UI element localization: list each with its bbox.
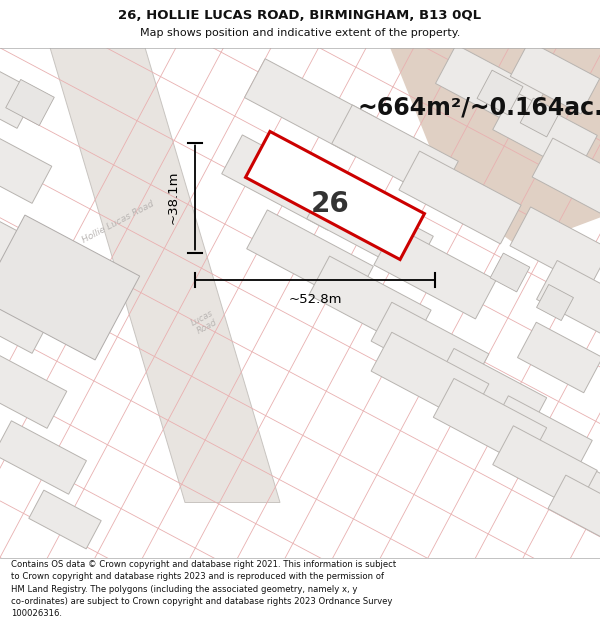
Text: 100026316.: 100026316. [11,609,62,619]
Polygon shape [518,322,600,392]
Polygon shape [0,47,37,128]
Polygon shape [532,138,600,217]
Polygon shape [510,41,600,114]
Polygon shape [530,446,600,519]
Text: co-ordinates) are subject to Crown copyright and database rights 2023 Ordnance S: co-ordinates) are subject to Crown copyr… [11,597,392,606]
Polygon shape [0,347,67,428]
Text: ~52.8m: ~52.8m [288,293,342,306]
Polygon shape [371,302,489,392]
Polygon shape [29,490,101,549]
Polygon shape [245,131,424,259]
Polygon shape [0,197,37,278]
Polygon shape [0,421,86,494]
Polygon shape [477,70,523,115]
Polygon shape [536,261,600,334]
Text: 26: 26 [311,189,349,218]
Polygon shape [493,426,597,509]
Polygon shape [6,79,54,126]
Polygon shape [374,226,496,319]
Polygon shape [244,59,376,156]
Polygon shape [548,475,600,544]
Text: Lucas
Road: Lucas Road [190,308,220,337]
Text: to Crown copyright and database rights 2023 and is reproduced with the permissio: to Crown copyright and database rights 2… [11,572,384,581]
Polygon shape [520,98,560,137]
Text: Contains OS data © Crown copyright and database right 2021. This information is : Contains OS data © Crown copyright and d… [11,559,396,569]
Polygon shape [490,253,530,292]
Text: ~664m²/~0.164ac.: ~664m²/~0.164ac. [358,96,600,119]
Polygon shape [307,180,433,275]
Polygon shape [510,207,600,288]
Polygon shape [247,210,373,305]
Polygon shape [309,256,431,349]
Polygon shape [399,151,521,244]
Polygon shape [371,332,489,422]
Polygon shape [332,105,458,200]
Text: HM Land Registry. The polygons (including the associated geometry, namely x, y: HM Land Registry. The polygons (includin… [11,584,357,594]
Text: ~38.1m: ~38.1m [167,171,179,224]
Polygon shape [433,348,547,437]
Polygon shape [0,272,52,353]
Polygon shape [50,48,280,503]
Polygon shape [0,215,140,360]
Polygon shape [0,122,52,203]
Polygon shape [436,44,544,131]
Polygon shape [536,284,574,321]
Text: Hollie Lucas Road: Hollie Lucas Road [80,200,155,245]
Text: Map shows position and indicative extent of the property.: Map shows position and indicative extent… [140,28,460,38]
Text: 26, HOLLIE LUCAS ROAD, BIRMINGHAM, B13 0QL: 26, HOLLIE LUCAS ROAD, BIRMINGHAM, B13 0… [118,9,482,21]
Polygon shape [493,91,597,174]
Polygon shape [221,135,349,230]
Polygon shape [390,48,600,248]
Polygon shape [488,396,592,479]
Polygon shape [433,378,547,467]
